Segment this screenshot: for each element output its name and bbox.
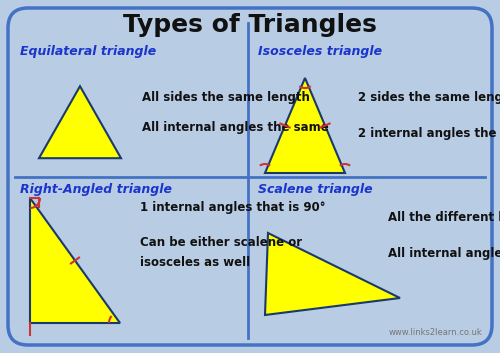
Polygon shape — [39, 86, 121, 158]
Text: Equilateral triangle: Equilateral triangle — [20, 45, 156, 58]
Text: 2 sides the same length: 2 sides the same length — [358, 91, 500, 104]
Text: Isosceles triangle: Isosceles triangle — [258, 45, 382, 58]
Text: All internal angles the same: All internal angles the same — [142, 121, 329, 134]
Polygon shape — [30, 198, 120, 323]
Text: All sides the same length: All sides the same length — [142, 91, 310, 104]
Text: Types of Triangles: Types of Triangles — [123, 13, 377, 37]
Text: All internal angles different: All internal angles different — [388, 246, 500, 259]
Polygon shape — [265, 233, 400, 315]
Text: Right-Angled triangle: Right-Angled triangle — [20, 183, 172, 196]
Text: Can be either scalene or: Can be either scalene or — [140, 237, 302, 250]
Text: All the different length: All the different length — [388, 211, 500, 225]
Text: 1 internal angles that is 90°: 1 internal angles that is 90° — [140, 202, 326, 215]
Text: isosceles as well: isosceles as well — [140, 257, 250, 269]
Polygon shape — [265, 78, 345, 173]
Text: www.links2learn.co.uk: www.links2learn.co.uk — [388, 328, 482, 337]
Text: 2 internal angles the same: 2 internal angles the same — [358, 126, 500, 139]
FancyBboxPatch shape — [8, 8, 492, 345]
Text: Scalene triangle: Scalene triangle — [258, 183, 372, 196]
